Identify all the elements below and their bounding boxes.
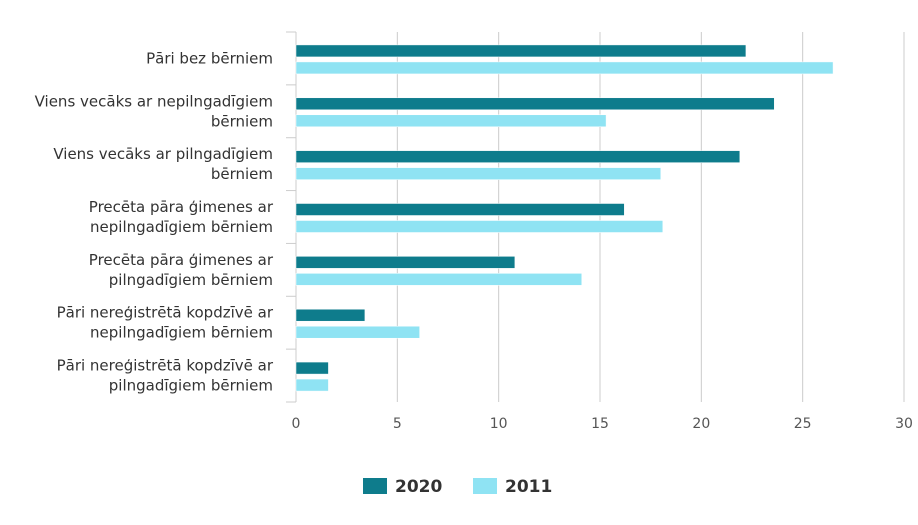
category-label-line: Precēta pāra ģimenes ar [89, 251, 274, 269]
bar-2020 [295, 361, 329, 375]
legend-swatch [473, 478, 497, 494]
tick-label: 5 [393, 416, 402, 432]
category-label-line: nepilngadīgiem bērniem [90, 218, 273, 236]
bar-2011 [295, 378, 329, 392]
category-label: Viens vecāks ar pilngadīgiem bērniem [53, 145, 273, 183]
bar-2020 [295, 203, 625, 216]
category-label-line: Viens vecāks ar nepilngadīgiem [35, 92, 273, 110]
bar-2011 [295, 273, 583, 286]
tick-label: 30 [895, 416, 913, 432]
bar-2011 [295, 220, 664, 233]
category-label-line: Pāri nereģistrētā kopdzīvē ar [57, 357, 274, 375]
gridlines [396, 32, 905, 402]
tick-label: 10 [490, 416, 508, 432]
bar-2020 [295, 97, 775, 111]
bar-2020 [295, 44, 747, 58]
category-label: Precēta pāra ģimenes ar nepilngadīgiem bē… [89, 198, 274, 236]
legend-item-2011[interactable]: 2011 [473, 477, 552, 497]
bars [295, 44, 834, 392]
category-label-line: bērniem [211, 165, 273, 183]
category-label-line: nepilngadīgiem bērniem [90, 324, 273, 342]
category-label: Pāri nereģistrētā kopdzīvē ar nepilngadīg… [57, 304, 274, 342]
bar-2020 [295, 256, 516, 269]
category-label-line: Precēta pāra ģimenes ar [89, 198, 274, 216]
category-axis [286, 31, 297, 403]
tick-label: 20 [692, 416, 710, 432]
category-label-line: Viens vecāks ar pilngadīgiem [53, 145, 273, 163]
category-label: Precēta pāra ģimenes ar pilngadīgiem bērn… [89, 251, 274, 289]
legend-item-2020[interactable]: 2020 [363, 477, 442, 497]
category-label-line: Pāri bez bērniem [146, 49, 273, 67]
tick-label: 25 [794, 416, 812, 432]
legend: 2020 2011 [363, 477, 552, 497]
bar-2020 [295, 308, 366, 322]
legend-swatch [363, 478, 387, 494]
legend-label: 2020 [395, 477, 442, 497]
category-labels: Pāri bez bērniem Viens vecāks ar nepilnga… [35, 49, 274, 394]
category-label-line: bērniem [211, 112, 273, 130]
value-axis-ticks: 0 5 10 15 20 25 30 [292, 416, 913, 432]
category-label: Pāri bez bērniem [146, 49, 273, 67]
category-label: Pāri nereģistrētā kopdzīvē ar pilngadīgie… [57, 357, 274, 395]
category-label-line: Pāri nereģistrētā kopdzīvē ar [57, 304, 274, 322]
bar-2011 [295, 114, 607, 128]
tick-label: 0 [292, 416, 301, 432]
category-label-line: pilngadīgiem bērniem [109, 377, 273, 395]
bar-2011 [295, 325, 420, 339]
category-label-line: pilngadīgiem bērniem [109, 271, 273, 289]
tick-label: 15 [591, 416, 609, 432]
legend-label: 2011 [505, 477, 552, 497]
category-label: Viens vecāks ar nepilngadīgiem bērniem [35, 92, 273, 130]
bar-2011 [295, 167, 662, 180]
bar-2011 [295, 61, 834, 75]
bar-2020 [295, 150, 741, 163]
